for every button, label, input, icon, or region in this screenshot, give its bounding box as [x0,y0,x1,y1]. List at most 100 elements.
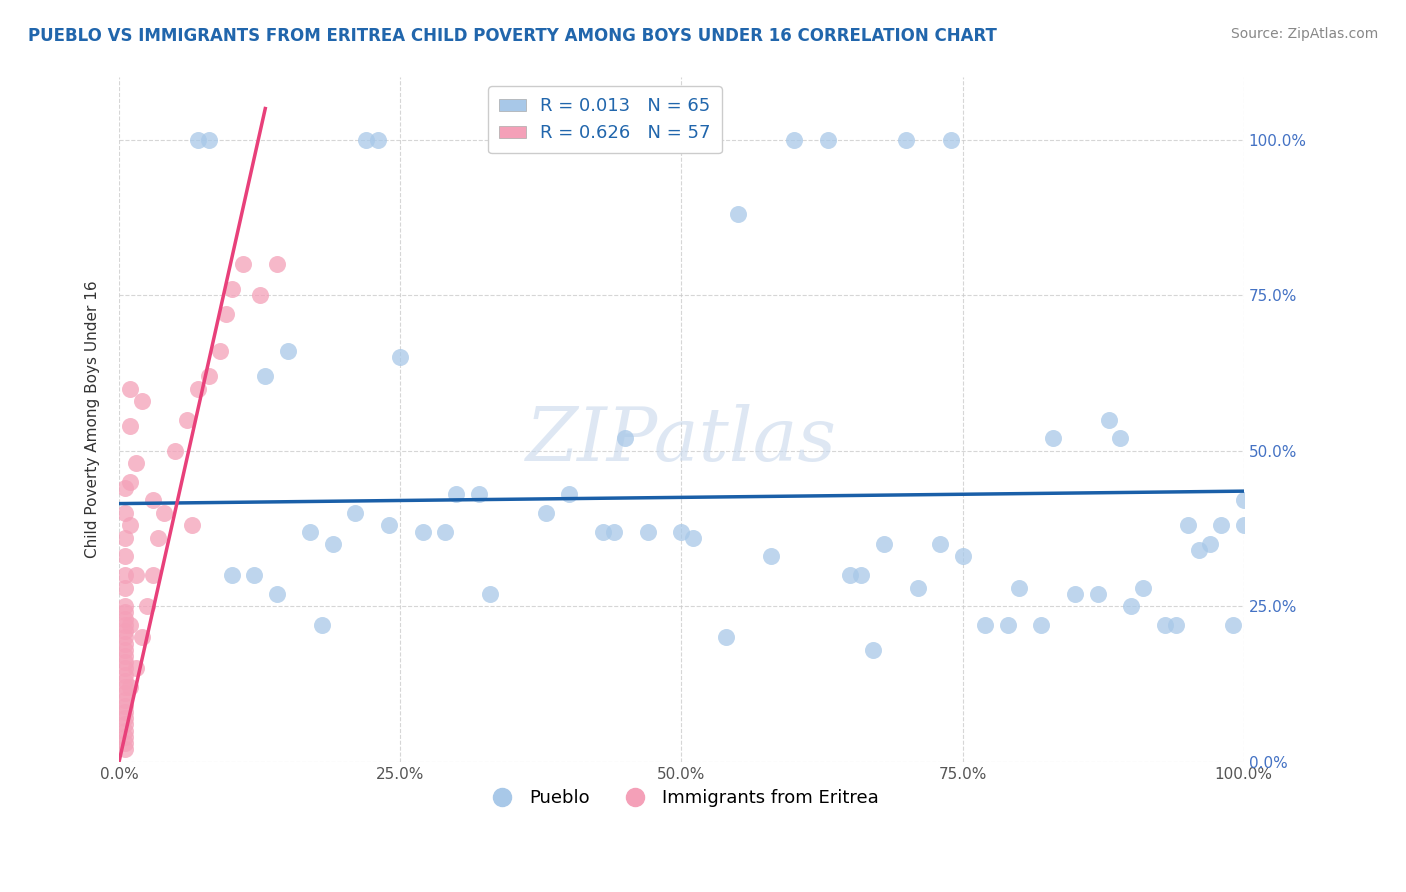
Point [114,581,136,595]
Point [682,531,704,545]
Text: ZIPatlas: ZIPatlas [526,404,837,476]
Point [243,568,266,582]
Point [221,282,243,296]
Point [142,493,165,508]
Point [1199,537,1222,551]
Point [468,487,491,501]
Point [114,673,136,688]
Point [1008,581,1031,595]
Point [671,133,693,147]
Point [114,624,136,639]
Point [114,655,136,669]
Point [266,587,288,601]
Point [114,481,136,495]
Point [367,133,389,147]
Point [114,692,136,706]
Point [114,661,136,675]
Point [479,587,502,601]
Point [322,537,344,551]
Point [839,568,862,582]
Point [1188,543,1211,558]
Point [114,612,136,626]
Point [299,524,322,539]
Point [412,524,434,539]
Point [125,456,148,470]
Point [187,133,209,147]
Point [120,418,142,433]
Point [356,133,378,147]
Point [907,581,929,595]
Point [165,443,187,458]
Y-axis label: Child Poverty Among Boys Under 16: Child Poverty Among Boys Under 16 [86,281,100,558]
Point [198,369,221,384]
Point [558,487,581,501]
Point [114,711,136,725]
Point [114,549,136,564]
Point [862,642,884,657]
Point [1121,599,1143,614]
Point [209,344,232,359]
Point [114,686,136,700]
Point [941,133,963,147]
Point [120,518,142,533]
Point [974,618,997,632]
Point [114,606,136,620]
Point [378,518,401,533]
Point [513,133,536,147]
Point [120,618,142,632]
Point [266,257,288,271]
Point [783,133,806,147]
Point [254,369,277,384]
Point [136,599,159,614]
Point [671,524,693,539]
Point [716,631,738,645]
Point [761,549,783,564]
Point [187,382,209,396]
Point [114,705,136,719]
Point [131,393,153,408]
Point [114,742,136,756]
Point [1109,431,1132,445]
Point [727,207,749,221]
Point [198,133,221,147]
Point [125,661,148,675]
Point [153,506,176,520]
Point [114,631,136,645]
Point [637,524,659,539]
Point [896,133,918,147]
Point [997,618,1019,632]
Point [114,736,136,750]
Point [120,475,142,489]
Point [851,568,873,582]
Point [277,344,299,359]
Point [249,288,271,302]
Point [524,133,547,147]
Point [114,717,136,731]
Point [1098,412,1121,426]
Point [114,723,136,738]
Point [1233,518,1256,533]
Point [1064,587,1087,601]
Point [434,524,457,539]
Point [125,568,148,582]
Point [873,537,896,551]
Point [1233,493,1256,508]
Point [114,680,136,694]
Point [221,568,243,582]
Point [176,412,198,426]
Point [1132,581,1154,595]
Point [1177,518,1199,533]
Point [603,524,626,539]
Point [1222,618,1244,632]
Point [114,618,136,632]
Point [114,568,136,582]
Point [114,730,136,744]
Point [1166,618,1188,632]
Point [232,257,254,271]
Legend: Pueblo, Immigrants from Eritrea: Pueblo, Immigrants from Eritrea [477,782,886,814]
Point [1042,431,1064,445]
Text: PUEBLO VS IMMIGRANTS FROM ERITREA CHILD POVERTY AMONG BOYS UNDER 16 CORRELATION : PUEBLO VS IMMIGRANTS FROM ERITREA CHILD … [28,27,997,45]
Text: Source: ZipAtlas.com: Source: ZipAtlas.com [1230,27,1378,41]
Point [114,698,136,713]
Point [952,549,974,564]
